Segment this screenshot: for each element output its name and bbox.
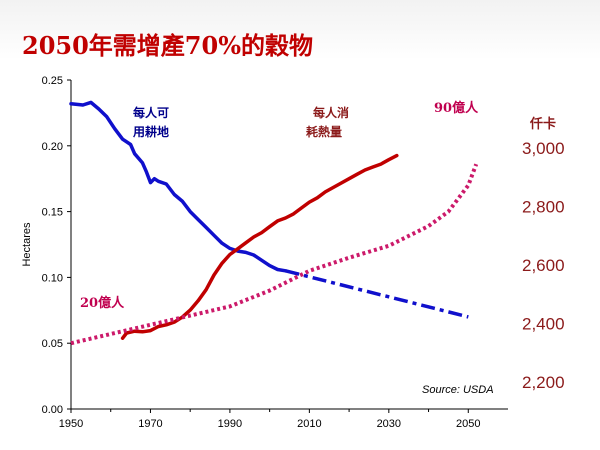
y-tick-label: 0.05 bbox=[42, 338, 63, 350]
series-line-0 bbox=[69, 100, 288, 273]
y2-tick-label: 2,800 bbox=[522, 198, 565, 217]
y-tick-label: 0.10 bbox=[42, 272, 63, 284]
land-label-line-2: 用耕地 bbox=[132, 124, 169, 139]
x-tick-label: 1950 bbox=[59, 418, 83, 430]
series-line-2 bbox=[120, 153, 399, 340]
x-tick-label: 1990 bbox=[218, 418, 242, 430]
y-tick-label: 0.00 bbox=[42, 404, 63, 416]
y2-tick-label: 2,200 bbox=[522, 373, 565, 392]
y-tick-label: 0.20 bbox=[42, 141, 63, 153]
slide-title: 2050年需增產70%的穀物 bbox=[22, 31, 313, 60]
population-start-label: 20億人 bbox=[80, 295, 125, 311]
population-end-label: 90億人 bbox=[434, 100, 479, 116]
y2-tick-label: 2,600 bbox=[522, 256, 565, 275]
y-tick-label: 0.15 bbox=[42, 207, 63, 219]
y-axis-title: Hectares bbox=[21, 222, 33, 267]
y2-tick-label: 3,000 bbox=[522, 139, 565, 158]
y2-tick-label: 2,400 bbox=[522, 315, 565, 334]
x-tick-label: 2010 bbox=[297, 418, 321, 430]
x-tick-label: 1970 bbox=[138, 418, 162, 430]
source-note: Source: USDA bbox=[422, 384, 494, 396]
series-line-1 bbox=[285, 269, 469, 319]
calorie-label-line-1: 每人消 bbox=[313, 105, 349, 120]
land-label-line-1: 每人可 bbox=[133, 105, 169, 120]
y2-unit-label: 仟卡 bbox=[529, 116, 556, 132]
x-tick-label: 2050 bbox=[456, 418, 480, 430]
y-tick-label: 0.25 bbox=[42, 75, 63, 87]
x-tick-label: 2030 bbox=[377, 418, 401, 430]
calorie-label-line-2: 耗熱量 bbox=[306, 124, 342, 139]
series-line-3 bbox=[70, 163, 479, 346]
